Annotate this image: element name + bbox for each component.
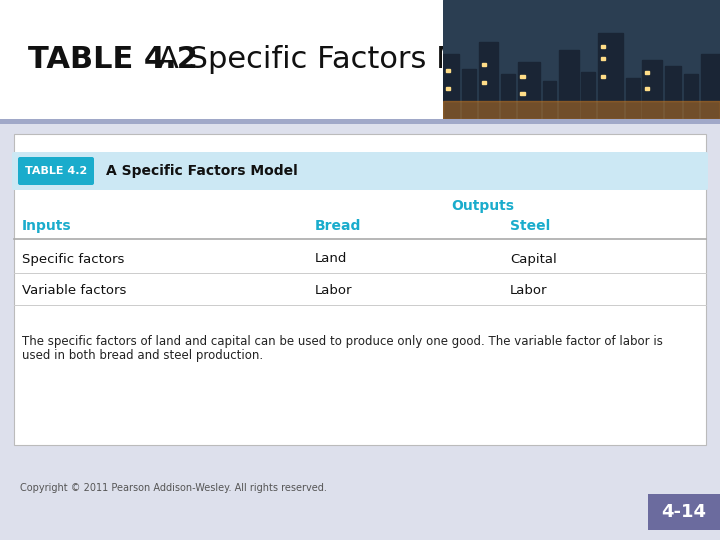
Text: Land: Land: [315, 253, 347, 266]
Bar: [482, 63, 486, 66]
Text: 4-14: 4-14: [662, 503, 706, 521]
Bar: [559, 50, 579, 119]
FancyBboxPatch shape: [14, 134, 706, 445]
Text: The specific factors of land and capital can be used to produce only one good. T: The specific factors of land and capital…: [22, 335, 663, 348]
Bar: [701, 53, 720, 119]
Bar: [543, 81, 557, 119]
Text: Inputs: Inputs: [22, 219, 71, 233]
Text: Labor: Labor: [315, 285, 353, 298]
Bar: [443, 102, 720, 119]
FancyBboxPatch shape: [12, 152, 708, 190]
Text: Labor: Labor: [510, 285, 547, 298]
Bar: [600, 45, 605, 48]
Bar: [521, 75, 525, 78]
Bar: [645, 71, 649, 74]
Text: TABLE 4.2: TABLE 4.2: [25, 166, 87, 176]
Text: Copyright © 2011 Pearson Addison-Wesley. All rights reserved.: Copyright © 2011 Pearson Addison-Wesley.…: [20, 483, 327, 493]
Text: TABLE 4.2: TABLE 4.2: [28, 44, 198, 73]
Bar: [665, 66, 681, 119]
Bar: [446, 69, 450, 72]
Bar: [684, 74, 698, 119]
Bar: [482, 80, 486, 84]
Bar: [501, 74, 515, 119]
Bar: [642, 59, 662, 119]
Bar: [479, 42, 498, 119]
Bar: [443, 53, 459, 119]
FancyBboxPatch shape: [18, 157, 94, 185]
Bar: [0, 124, 720, 540]
Text: Outputs: Outputs: [451, 199, 514, 213]
Text: Steel: Steel: [510, 219, 550, 233]
Bar: [598, 33, 623, 119]
Text: Variable factors: Variable factors: [22, 285, 127, 298]
Bar: [600, 57, 605, 59]
Bar: [645, 86, 649, 90]
Text: used in both bread and steel production.: used in both bread and steel production.: [22, 349, 263, 362]
Bar: [0, 119, 720, 124]
Text: Specific factors: Specific factors: [22, 253, 125, 266]
Bar: [462, 69, 476, 119]
Bar: [521, 92, 525, 96]
Bar: [0, 0, 720, 119]
Text: A Specific Factors Model: A Specific Factors Model: [106, 164, 298, 178]
Bar: [446, 86, 450, 90]
Bar: [600, 75, 605, 78]
Text: Capital: Capital: [510, 253, 557, 266]
Text: A Specific Factors Model: A Specific Factors Model: [158, 44, 528, 73]
Bar: [582, 72, 595, 119]
Bar: [648, 494, 720, 530]
Bar: [626, 78, 639, 119]
Text: Bread: Bread: [315, 219, 361, 233]
Bar: [518, 62, 540, 119]
